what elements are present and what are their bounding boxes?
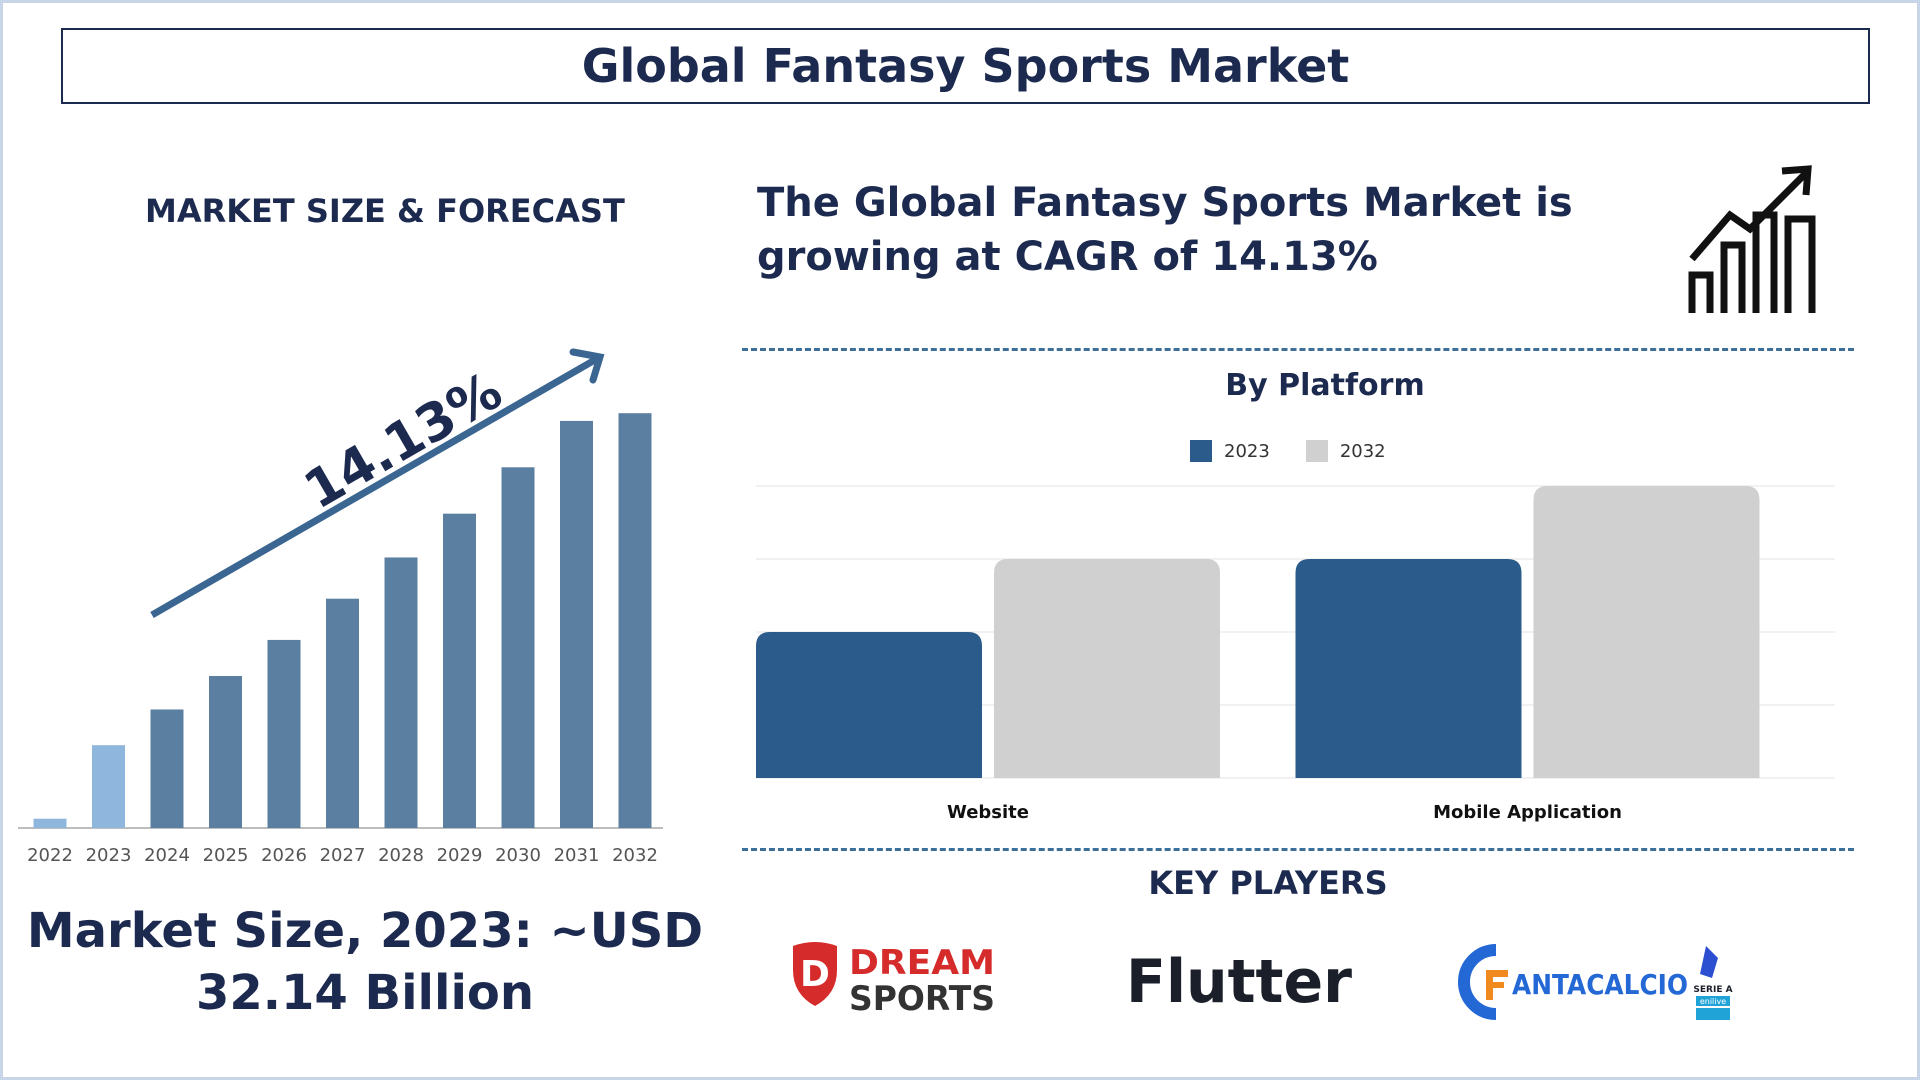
serie-a-text: SERIE A — [1693, 985, 1732, 995]
bar-2025 — [209, 675, 242, 828]
svg-text:D: D — [800, 954, 830, 995]
market-size-summary: Market Size, 2023: ~USD 32.14 Billion — [20, 900, 710, 1024]
fantacalcio-logo: ANTACALCIO SERIE A enilive — [1458, 944, 1733, 1020]
bar-2031 — [560, 420, 593, 828]
legend-label-2023: 2023 — [1224, 440, 1270, 462]
legend-item-2023: 2023 — [1190, 440, 1270, 462]
bar-2026 — [267, 639, 301, 828]
x-tick-label-2030: 2030 — [495, 845, 541, 866]
cagr-annotation: 14.13% — [295, 361, 513, 521]
growth-chart-icon — [1688, 165, 1816, 313]
cagr-line-1: The Global Fantasy Sports Market is — [757, 180, 1573, 226]
bar-2027 — [326, 598, 359, 828]
x-tick-label-2025: 2025 — [203, 845, 249, 866]
market-size-line-1: Market Size, 2023: ~USD — [26, 903, 704, 959]
page-title: Global Fantasy Sports Market — [61, 28, 1870, 104]
dream-sports-logo: D DREAM SPORTS — [793, 942, 995, 1016]
market-size-line-2: 32.14 Billion — [195, 965, 535, 1021]
x-tick-label-2028: 2028 — [378, 845, 424, 866]
growth-arrow-line — [150, 353, 602, 619]
platform-legend: 2023 2032 — [1190, 440, 1386, 462]
x-tick-label-2023: 2023 — [86, 845, 132, 866]
bar-2024 — [150, 709, 184, 828]
enilive-text: enilive — [1700, 997, 1726, 1006]
legend-swatch-2032 — [1305, 440, 1328, 462]
bar-2032 — [618, 413, 652, 828]
market-size-heading: MARKET SIZE & FORECAST — [145, 192, 625, 230]
market-forecast-chart: 2022 2023 2024 2025 2026 2027 2028 2029 2030 2031… — [18, 348, 663, 866]
x-tick-label-website: Website — [947, 802, 1029, 823]
legend-label-2032: 2032 — [1339, 440, 1386, 462]
flutter-logo-text: Flutter — [1126, 947, 1352, 1014]
bar-2028 — [384, 557, 418, 828]
x-tick-label-mobile-application: Mobile Application — [1433, 802, 1622, 823]
legend-item-2032: 2032 — [1305, 440, 1386, 462]
legend-swatch-2023 — [1190, 440, 1212, 462]
bar-mobile-application-2023 — [1295, 559, 1522, 778]
platform-chart-title: By Platform — [1225, 368, 1425, 403]
bar-2022 — [33, 818, 67, 828]
cagr-line-2: growing at CAGR of 14.13% — [757, 234, 1378, 280]
bar-2029 — [443, 513, 476, 828]
flutter-logo: Flutter — [1126, 947, 1352, 1014]
dream-logo-text-1: DREAM — [849, 943, 995, 983]
section-divider-bottom — [742, 848, 1854, 851]
platform-chart: Website Mobile Application — [756, 485, 1835, 823]
cagr-statement: The Global Fantasy Sports Market is grow… — [757, 176, 1657, 284]
x-tick-label-2032: 2032 — [612, 845, 658, 866]
x-tick-label-2024: 2024 — [144, 845, 190, 866]
section-divider-top — [742, 348, 1854, 351]
x-tick-label-2031: 2031 — [554, 845, 600, 866]
bar-2030 — [501, 467, 535, 828]
growth-arrow-head — [569, 348, 605, 384]
x-tick-label-2022: 2022 — [27, 845, 73, 866]
fantacalcio-logo-text: ANTACALCIO — [1512, 968, 1688, 1001]
x-tick-label-2027: 2027 — [320, 845, 366, 866]
dream-logo-text-2: SPORTS — [849, 979, 995, 1016]
key-players-title: KEY PLAYERS — [1148, 864, 1388, 902]
bar-mobile-application-2032 — [1533, 486, 1760, 778]
bar-website-2023 — [756, 632, 982, 778]
x-tick-label-2029: 2029 — [437, 845, 483, 866]
x-tick-label-2026: 2026 — [261, 845, 307, 866]
bar-2023 — [92, 745, 125, 828]
bar-website-2032 — [994, 559, 1220, 778]
